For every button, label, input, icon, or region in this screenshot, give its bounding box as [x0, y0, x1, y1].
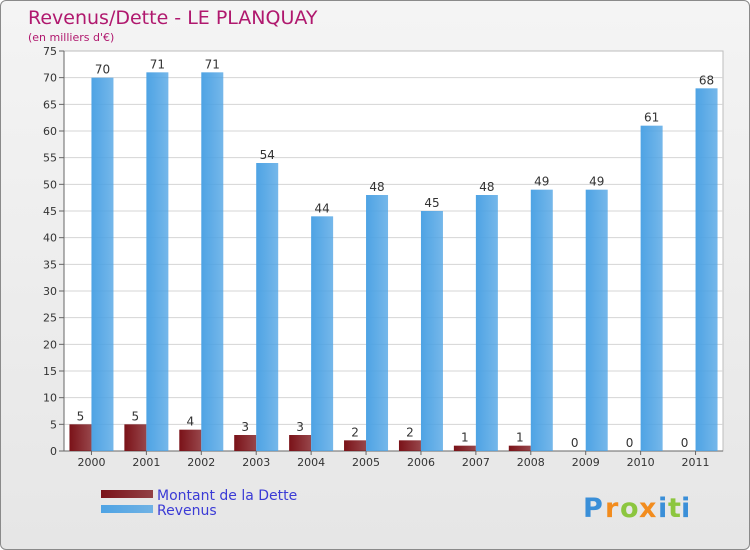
x-tick-label: 2002 [187, 456, 215, 469]
revenue-data-label: 48 [369, 180, 384, 194]
revenue-data-label: 70 [95, 63, 110, 77]
debt-data-label: 5 [132, 409, 140, 423]
revenue-bar [420, 211, 443, 451]
plot-area [63, 50, 724, 452]
revenue-data-label: 71 [205, 57, 220, 71]
debt-bar [508, 445, 531, 451]
revenue-bar [366, 195, 389, 451]
debt-bar [289, 435, 312, 451]
revenue-bar [256, 163, 279, 451]
debt-data-label: 4 [186, 415, 194, 429]
y-tick-label: 10 [43, 392, 57, 405]
y-tick-label: 70 [43, 72, 57, 85]
debt-bar [398, 440, 421, 451]
debt-bar [179, 429, 202, 451]
logo-letter: t [668, 493, 681, 524]
y-tick-label: 5 [50, 418, 57, 431]
revenue-data-label: 44 [314, 201, 329, 215]
x-tick-label: 2004 [297, 456, 325, 469]
y-tick-label: 25 [43, 312, 57, 325]
revenue-data-label: 71 [150, 57, 165, 71]
x-tick-label: 2008 [517, 456, 545, 469]
revenue-bar [695, 88, 718, 451]
logo-letter: i [681, 493, 690, 524]
y-tick-label: 65 [43, 98, 57, 111]
debt-bar [124, 424, 147, 451]
debt-bar [69, 424, 92, 451]
debt-data-label: 0 [626, 436, 634, 450]
debt-data-label: 3 [296, 420, 304, 434]
x-tick-label: 2010 [627, 456, 655, 469]
gridlines [63, 50, 724, 452]
revenue-data-label: 49 [534, 175, 549, 189]
x-axis: 2000 2001 2002 2003 2004 2005 2006 2007 2008 2009… [77, 451, 710, 469]
bars: 5 70 5 71 4 71 3 54 3 44 2 48 2 45 1 48 1 49 0 49 0 61 0 68 [69, 57, 718, 452]
y-tick-label: 60 [43, 125, 57, 138]
logo-letter: r [605, 493, 619, 524]
debt-data-label: 5 [77, 409, 85, 423]
y-tick-label: 75 [43, 45, 57, 58]
revenue-bar [475, 195, 498, 451]
revenue-bar [585, 189, 608, 451]
y-tick-label: 45 [43, 205, 57, 218]
chart-title: Revenus/Dette - LE PLANQUAY [28, 7, 318, 29]
legend-label-revenue: Revenus [157, 503, 217, 519]
chart-subtitle: (en milliers d'€) [28, 31, 114, 44]
y-tick-label: 50 [43, 178, 57, 191]
revenue-data-label: 48 [479, 180, 494, 194]
legend-swatch-debt [101, 490, 153, 498]
x-tick-label: 2000 [77, 456, 105, 469]
debt-data-label: 2 [406, 425, 414, 439]
y-tick-label: 30 [43, 285, 57, 298]
x-tick-label: 2007 [462, 456, 490, 469]
revenue-bar [530, 189, 553, 451]
x-tick-label: 2001 [132, 456, 160, 469]
logo-letter: o [620, 493, 639, 524]
logo-letter: x [639, 493, 656, 524]
revenue-bar [311, 216, 334, 451]
revenue-data-label: 68 [699, 73, 714, 87]
debt-bar [344, 440, 367, 451]
revenue-bar [146, 72, 169, 451]
x-tick-label: 2011 [682, 456, 710, 469]
legend-swatch-revenue [101, 505, 153, 513]
y-tick-label: 0 [50, 445, 57, 458]
debt-data-label: 2 [351, 425, 359, 439]
revenue-data-label: 49 [589, 175, 604, 189]
x-tick-label: 2003 [242, 456, 270, 469]
debt-data-label: 1 [461, 431, 469, 445]
x-tick-label: 2009 [572, 456, 600, 469]
debt-data-label: 0 [571, 436, 579, 450]
revenue-bar [640, 125, 663, 452]
legend-label-debt: Montant de la Dette [157, 488, 297, 504]
y-tick-label: 55 [43, 152, 57, 165]
logo-letter: i [658, 493, 667, 524]
x-tick-label: 2006 [407, 456, 435, 469]
revenue-data-label: 61 [644, 111, 659, 125]
x-tick-label: 2005 [352, 456, 380, 469]
revenue-data-label: 45 [424, 196, 439, 210]
y-tick-label: 15 [43, 365, 57, 378]
debt-data-label: 1 [516, 431, 524, 445]
y-tick-label: 40 [43, 232, 57, 245]
y-tick-label: 35 [43, 258, 57, 271]
revenue-bar [91, 77, 114, 452]
logo-letter: P [583, 493, 603, 524]
revenue-bar [201, 72, 224, 451]
revenue-data-label: 54 [260, 148, 275, 162]
debt-bar [453, 445, 476, 451]
debt-data-label: 3 [241, 420, 249, 434]
debt-bar [234, 435, 257, 451]
debt-data-label: 0 [681, 436, 689, 450]
y-tick-label: 20 [43, 338, 57, 351]
